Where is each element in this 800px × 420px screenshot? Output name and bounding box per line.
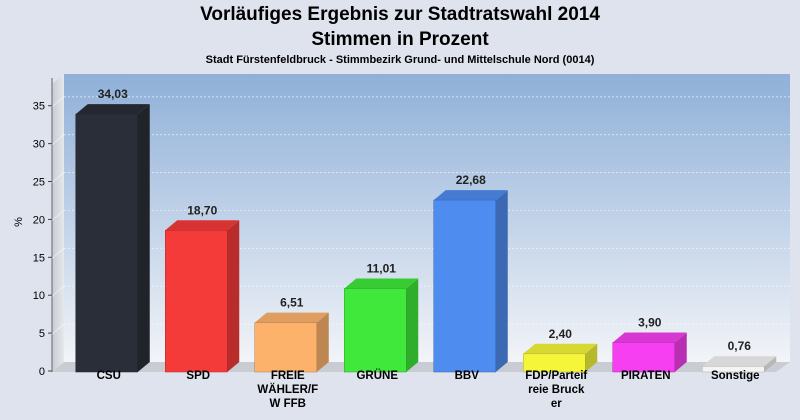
gridline-side	[51, 172, 65, 183]
bar	[165, 220, 240, 373]
data-label: 34,03	[98, 87, 128, 101]
bar-top	[612, 332, 687, 343]
bar-front	[344, 288, 407, 373]
data-label: 22,68	[456, 173, 486, 187]
bar-top	[433, 190, 508, 201]
bar-top	[165, 220, 240, 231]
bar-top	[523, 343, 598, 354]
bar-top	[702, 356, 777, 367]
bar-front	[523, 353, 586, 373]
plot-floor	[52, 362, 790, 372]
x-tick-label: CSU	[97, 370, 121, 382]
bar-side	[227, 220, 240, 372]
bar-side	[674, 332, 687, 372]
data-label: 2,40	[549, 327, 573, 341]
bar-side	[137, 104, 150, 372]
bar-side	[495, 190, 508, 372]
bar-front	[702, 365, 765, 373]
bar-front	[433, 199, 496, 373]
bar	[433, 190, 508, 373]
gridline-side	[51, 285, 65, 297]
gridline-side	[51, 323, 65, 335]
x-tick-label: FREIE WÄHLER/F W FFB	[257, 370, 318, 410]
bar-side	[406, 278, 419, 372]
bar-front	[165, 230, 228, 373]
bar	[702, 356, 777, 373]
data-label: 3,90	[638, 315, 662, 329]
bar	[612, 332, 687, 373]
x-tick-label: BBV	[455, 370, 480, 382]
x-tick-label: SPD	[186, 370, 210, 382]
y-tick-label: 25	[33, 177, 45, 189]
y-tick-label: 20	[33, 214, 45, 226]
bar-side	[764, 356, 777, 372]
bar-front	[75, 113, 138, 373]
y-tick-label: 5	[39, 328, 45, 340]
data-label: 11,01	[367, 262, 397, 276]
plot-left-wall	[52, 74, 64, 372]
data-label: 0,76	[728, 339, 752, 353]
chart-subtitle-main: Stimmen in Prozent	[311, 29, 489, 50]
data-label: 18,70	[187, 203, 217, 217]
gridline-side	[51, 134, 65, 146]
data-label: 6,51	[280, 296, 304, 310]
y-tick-label: 35	[33, 101, 45, 113]
bar-side	[316, 312, 329, 372]
gridline-side	[51, 210, 65, 221]
x-tick-label: FDP/Parteif reie Bruck er	[525, 370, 587, 410]
bar-front	[254, 322, 317, 373]
x-tick-label: Sonstige	[711, 370, 760, 382]
bar-top	[75, 104, 150, 115]
bar	[344, 278, 419, 373]
bar-top	[344, 278, 419, 289]
gridline-side	[51, 96, 65, 108]
bar-side	[585, 343, 598, 372]
y-axis-label: %	[13, 217, 25, 227]
bar	[254, 312, 329, 373]
bar-top	[254, 312, 329, 323]
gridline-side	[51, 247, 65, 259]
bar	[523, 343, 598, 373]
x-tick-label: GRÜNE	[356, 369, 398, 382]
y-tick-label: 10	[33, 290, 45, 302]
chart-subtitle: Stadt Fürstenfeldbruck - Stimmbezirk Gru…	[205, 54, 595, 66]
chart-title: Vorläufiges Ergebnis zur Stadtratswahl 2…	[200, 4, 600, 25]
y-tick-label: 30	[33, 139, 45, 151]
y-tick-label: 0	[39, 366, 45, 378]
x-tick-label: PIRATEN	[621, 370, 671, 382]
bar	[75, 104, 150, 373]
y-tick-label: 15	[33, 252, 45, 264]
bar-front	[612, 342, 675, 373]
